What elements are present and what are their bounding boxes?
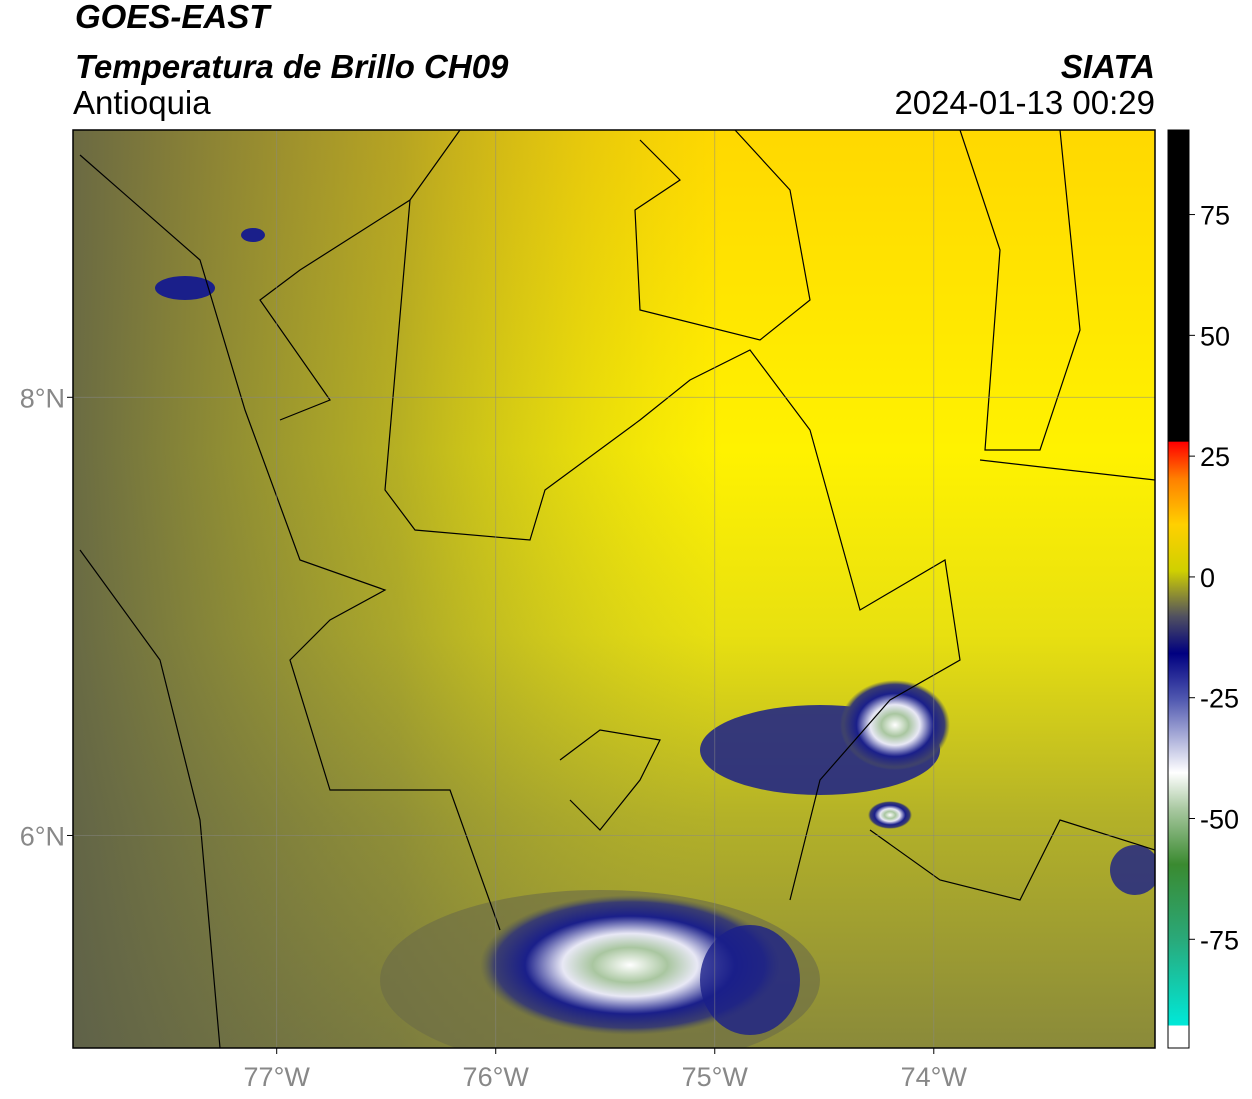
y-tick-label: 6°N bbox=[20, 821, 65, 851]
x-tick-label: 74°W bbox=[901, 1062, 968, 1092]
title: GOES-EAST bbox=[75, 0, 272, 35]
colorbar bbox=[1167, 129, 1190, 1049]
map-image bbox=[73, 130, 1155, 1048]
x-tick-label: 77°W bbox=[244, 1062, 311, 1092]
x-tick-label: 76°W bbox=[463, 1062, 530, 1092]
x-tick-label: 75°W bbox=[682, 1062, 749, 1092]
source: SIATA bbox=[1061, 48, 1155, 85]
y-tick-label: 8°N bbox=[20, 383, 65, 413]
map-frame bbox=[72, 129, 1156, 1049]
colorbar-tick-label: -75 bbox=[1200, 925, 1239, 955]
colorbar-tick-label: -25 bbox=[1200, 684, 1239, 714]
datetime: 2024-01-13 00:29 bbox=[894, 84, 1155, 121]
grid bbox=[73, 130, 1155, 1048]
colorbar-tick-label: 50 bbox=[1200, 321, 1230, 351]
colorbar-tick-label: 75 bbox=[1200, 201, 1230, 231]
colorbar-tick-label: -50 bbox=[1200, 805, 1239, 835]
subtitle: Temperatura de Brillo CH09 bbox=[75, 48, 509, 85]
region: Antioquia bbox=[73, 84, 211, 121]
colorbar-tick-label: 0 bbox=[1200, 563, 1215, 593]
colorbar-tick-label: 25 bbox=[1200, 442, 1230, 472]
